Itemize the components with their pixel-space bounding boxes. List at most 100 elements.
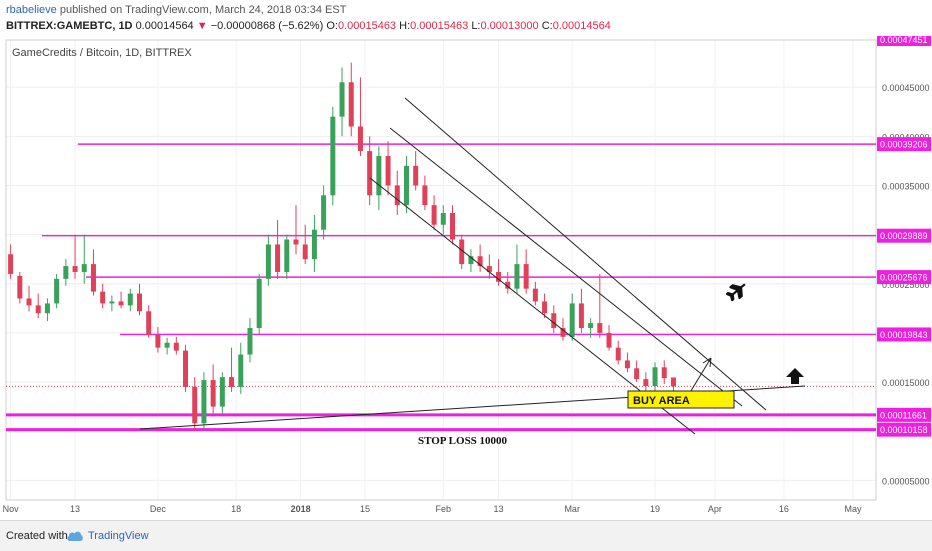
candle-body <box>265 244 271 279</box>
x-tick-label: 16 <box>779 504 789 514</box>
candle <box>275 219 281 279</box>
candle-body <box>284 239 290 272</box>
candle-body <box>146 311 152 335</box>
candle-body <box>532 288 538 302</box>
candle-body <box>44 303 50 314</box>
candle <box>136 283 142 316</box>
level-price-tag <box>877 228 931 243</box>
candle-body <box>275 244 281 272</box>
low-label: L: <box>471 20 481 32</box>
candle-body <box>17 275 23 299</box>
candle <box>413 151 419 191</box>
candle-body <box>431 205 437 225</box>
x-tick-label: Feb <box>436 504 452 514</box>
candle-body <box>514 264 520 289</box>
candle-body <box>385 155 391 186</box>
level-price-tag-label: 0.00011661 <box>880 410 927 420</box>
annotations: BUY AREA STOP LOSS 10000 <box>418 283 804 447</box>
up-arrow-icon <box>786 368 804 384</box>
publish-line: rbabelieve published on TradingView.com,… <box>6 4 346 16</box>
candle-body <box>219 377 225 407</box>
candle <box>265 234 271 286</box>
tradingview-brand[interactable]: TradingView <box>88 530 149 542</box>
candle <box>321 185 327 240</box>
y-tick-label: 0.00045000 <box>882 83 930 93</box>
level-price-tag <box>877 137 931 152</box>
candle <box>532 281 538 306</box>
candle-body <box>229 377 235 387</box>
candle <box>569 293 575 341</box>
candle-body <box>413 165 419 186</box>
airplane-icon <box>725 283 746 302</box>
time-axis: Nov 13 Dec 18 2018 15 Feb 13 Mar 19 Apr 16 May <box>3 504 862 514</box>
candle <box>514 244 520 294</box>
candle <box>293 205 299 255</box>
candles <box>8 62 676 432</box>
y-tick-label: 0.00005000 <box>882 476 930 486</box>
candle <box>440 205 446 235</box>
candle <box>634 360 640 383</box>
candle-body <box>54 278 60 304</box>
candle-body <box>339 82 345 117</box>
candle-body <box>394 185 400 206</box>
close-value: 0.00014564 <box>552 20 611 32</box>
candle <box>238 342 244 394</box>
candle <box>394 170 400 215</box>
candle-body <box>588 323 594 328</box>
created-with-text: Created with <box>6 530 68 542</box>
candle <box>523 249 529 294</box>
candle-body <box>542 301 548 314</box>
candle <box>8 244 14 279</box>
candle-body <box>348 82 354 127</box>
y-tick-label: 0.00015000 <box>882 378 930 388</box>
level-price-tag-label: 0.00025676 <box>880 273 928 283</box>
candle-body <box>523 264 529 289</box>
chart-header: rbabelieve published on TradingView.com,… <box>0 0 932 36</box>
symbol-line: BITTREX:GAMEBTC, 1D 0.00014564 ▼ −0.0000… <box>6 20 611 32</box>
candle <box>72 234 78 279</box>
candle-body <box>578 303 584 328</box>
candle <box>431 195 437 230</box>
trend-line <box>389 127 743 407</box>
candle <box>477 244 483 272</box>
candle <box>173 336 179 355</box>
candle-body <box>505 281 511 289</box>
candle-body <box>311 229 317 260</box>
candle <box>100 283 106 309</box>
high-value: 0.00015463 <box>410 20 469 32</box>
candle-body <box>422 185 428 206</box>
symbol-label: BITTREX:GAMEBTC, 1D <box>6 20 133 32</box>
candle <box>357 77 363 156</box>
x-tick-label: 15 <box>360 504 370 514</box>
candle-body <box>440 212 446 225</box>
candle <box>652 362 658 392</box>
x-tick-label: Apr <box>708 504 722 514</box>
x-tick-label: 19 <box>650 504 660 514</box>
candle-body <box>486 266 492 272</box>
candle-body <box>496 271 502 282</box>
buy-area-box <box>627 390 735 409</box>
price-change: −0.00000868 (−5.62%) <box>210 20 324 32</box>
candle <box>247 318 253 363</box>
author-link[interactable]: rbabelieve <box>6 4 57 16</box>
candle <box>256 273 262 335</box>
candle <box>35 293 41 319</box>
candle <box>339 67 345 137</box>
top-price-tag-label: 0.00047451 <box>880 36 928 45</box>
candle-body <box>118 301 124 306</box>
plot-frame <box>5 39 877 501</box>
candle-body <box>643 379 649 386</box>
candle <box>44 298 50 322</box>
candle-body <box>376 155 382 196</box>
candle-body <box>8 254 14 274</box>
price-chart[interactable]: GameCredits / Bitcoin, 1D, BITTREX BUY A… <box>0 36 932 520</box>
candle <box>468 249 474 272</box>
candle <box>643 372 649 392</box>
x-tick-label: 18 <box>231 504 241 514</box>
candle <box>219 372 225 414</box>
candle <box>311 214 317 272</box>
candle-body <box>450 212 456 240</box>
candle <box>164 337 170 355</box>
y-tick-label: 0.00025000 <box>882 280 930 290</box>
candle <box>210 364 216 414</box>
